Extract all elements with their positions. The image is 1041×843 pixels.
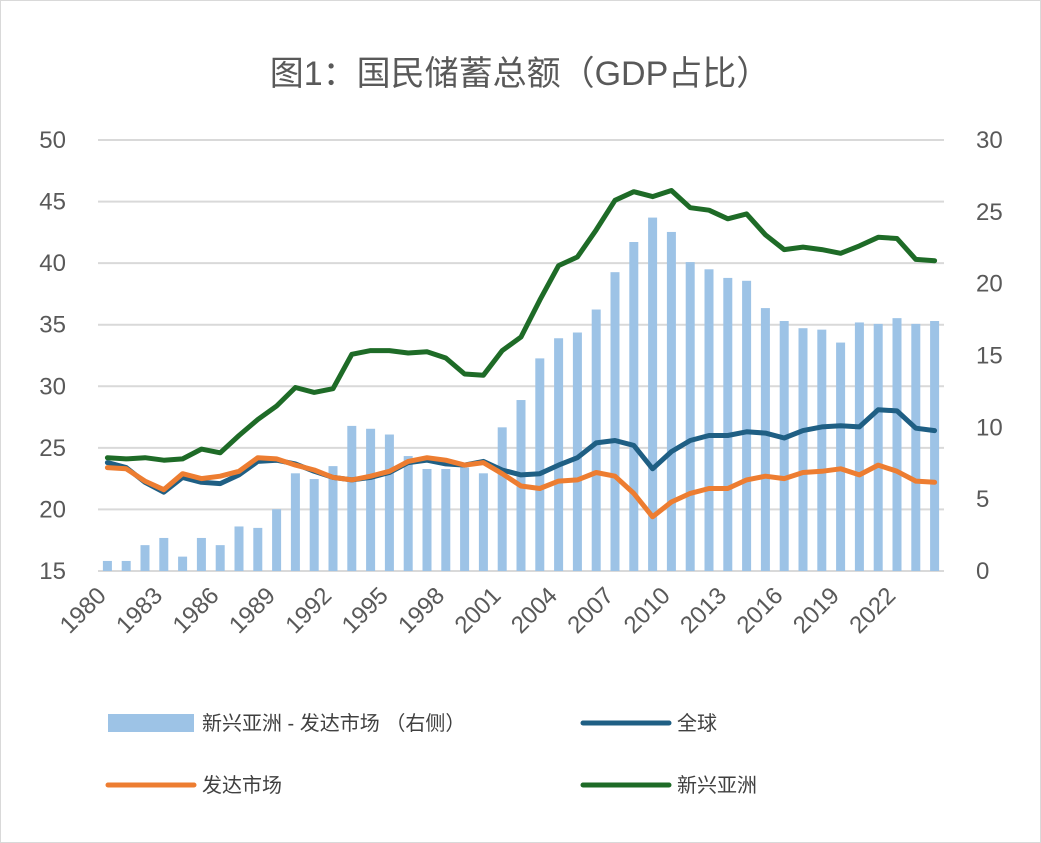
bar bbox=[591, 309, 601, 571]
x-tick-label: 1998 bbox=[393, 582, 450, 639]
bar bbox=[873, 323, 883, 571]
bar bbox=[704, 269, 714, 571]
right-tick-label: 15 bbox=[976, 343, 1003, 370]
bar bbox=[798, 328, 808, 571]
x-tick-label: 1995 bbox=[337, 582, 394, 639]
right-tick-label: 20 bbox=[976, 271, 1003, 298]
bar bbox=[930, 321, 940, 571]
bar bbox=[234, 526, 244, 571]
x-tick-label: 2007 bbox=[562, 582, 619, 639]
right-tick-label: 0 bbox=[976, 558, 989, 585]
x-tick-label: 2010 bbox=[619, 582, 676, 639]
bar bbox=[159, 537, 169, 571]
bar bbox=[102, 560, 112, 571]
left-tick-label: 20 bbox=[39, 496, 66, 523]
bar bbox=[911, 323, 921, 571]
x-tick-label: 1986 bbox=[168, 582, 225, 639]
bar bbox=[685, 262, 695, 571]
bar bbox=[572, 332, 582, 571]
left-tick-label: 30 bbox=[39, 373, 66, 400]
left-tick-label: 15 bbox=[39, 558, 66, 585]
legend-swatch bbox=[108, 714, 194, 732]
bar bbox=[215, 545, 225, 571]
series-line bbox=[104, 455, 938, 520]
x-axis-ticks: 1980 1983 1986 1989 1992 1995 1998 2001 2004 2007… bbox=[55, 582, 901, 639]
x-tick-label: 2004 bbox=[506, 582, 563, 639]
bar bbox=[196, 537, 206, 571]
bar bbox=[779, 321, 789, 571]
bar-series-layer bbox=[102, 217, 940, 572]
right-tick-label: 30 bbox=[976, 127, 1003, 154]
bar bbox=[554, 338, 564, 571]
bar bbox=[309, 479, 319, 571]
x-tick-label: 1992 bbox=[280, 582, 337, 639]
x-tick-label: 2001 bbox=[450, 582, 507, 639]
left-tick-label: 45 bbox=[39, 189, 66, 216]
bar bbox=[760, 308, 770, 571]
x-tick-label: 1989 bbox=[224, 582, 281, 639]
left-tick-label: 40 bbox=[39, 250, 66, 277]
bar bbox=[535, 358, 545, 571]
bar bbox=[422, 468, 432, 571]
line-series-layer bbox=[104, 188, 938, 520]
left-axis-ticks: 15 20 25 30 35 40 45 50 bbox=[39, 127, 66, 585]
legend-label: 发达市场 bbox=[202, 774, 282, 797]
bar bbox=[610, 272, 620, 571]
bar bbox=[347, 425, 357, 571]
bar bbox=[817, 329, 827, 571]
x-tick-label: 1983 bbox=[111, 582, 168, 639]
x-tick-label: 2016 bbox=[732, 582, 789, 639]
left-tick-label: 25 bbox=[39, 435, 66, 462]
bar bbox=[629, 242, 639, 571]
left-tick-label: 50 bbox=[39, 127, 66, 154]
series-line bbox=[104, 188, 938, 463]
bar bbox=[272, 509, 282, 571]
bar bbox=[742, 280, 752, 571]
legend-label: 新兴亚洲 - 发达市场 （右侧） bbox=[202, 712, 465, 735]
bar bbox=[836, 342, 846, 571]
bar bbox=[178, 556, 188, 571]
x-tick-label: 2022 bbox=[844, 582, 901, 639]
right-tick-label: 10 bbox=[976, 414, 1003, 441]
bar bbox=[140, 545, 150, 571]
right-tick-label: 5 bbox=[976, 486, 989, 513]
bar bbox=[478, 473, 488, 571]
bar bbox=[648, 217, 658, 571]
bar bbox=[892, 318, 902, 571]
x-tick-label: 1980 bbox=[55, 582, 112, 639]
series-line bbox=[104, 407, 938, 495]
bar bbox=[497, 427, 507, 571]
bar bbox=[460, 467, 470, 571]
x-tick-label: 2019 bbox=[788, 582, 845, 639]
right-tick-label: 25 bbox=[976, 199, 1003, 226]
bar bbox=[666, 231, 676, 572]
bar bbox=[854, 322, 864, 571]
bar bbox=[121, 560, 131, 571]
bar bbox=[290, 473, 300, 571]
bar bbox=[328, 466, 338, 571]
bar bbox=[253, 527, 263, 571]
bar bbox=[403, 456, 413, 571]
legend-label: 新兴亚洲 bbox=[677, 774, 757, 797]
bar bbox=[366, 428, 376, 571]
left-tick-label: 35 bbox=[39, 312, 66, 339]
x-tick-label: 2013 bbox=[675, 582, 732, 639]
right-axis-ticks: 0 5 10 15 20 25 30 bbox=[976, 127, 1003, 585]
bar bbox=[384, 434, 394, 571]
bar bbox=[441, 468, 451, 571]
legend-label: 全球 bbox=[677, 712, 717, 735]
bar bbox=[723, 277, 733, 571]
chart-title: 图1：国民储蓄总额（GDP占比） bbox=[270, 55, 771, 93]
